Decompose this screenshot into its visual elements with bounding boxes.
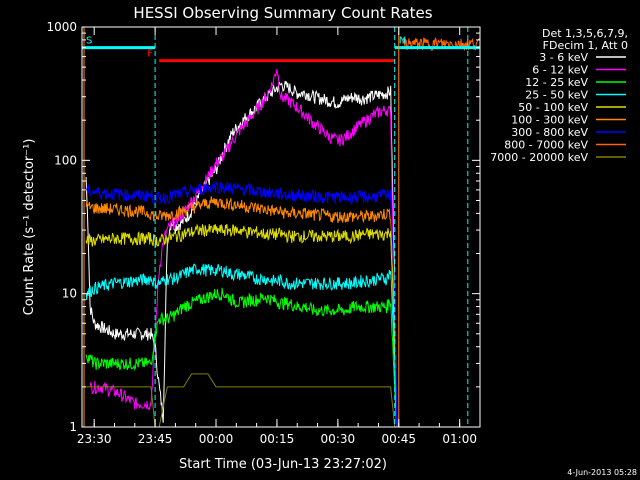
series-line-6	[86, 180, 398, 427]
state-bar-label-1: N	[399, 36, 406, 47]
y-tick-label-0: 1	[69, 420, 77, 434]
series-line-3	[85, 263, 398, 426]
markers-layer: S N F	[82, 27, 480, 427]
x-tick-label-4: 00:30	[321, 432, 356, 446]
legend-entry-label-3: 25 - 50 keV	[525, 89, 588, 102]
series-line-8	[86, 373, 396, 427]
legend-entry-label-5: 100 - 300 keV	[511, 114, 588, 127]
x-tick-label-2: 00:00	[199, 432, 234, 446]
chart-title: HESSI Observing Summary Count Rates	[133, 4, 432, 22]
legend-entry-label-8: 7000 - 20000 keV	[490, 151, 588, 164]
y-tick-label-2: 100	[54, 153, 77, 167]
y-axis-label: Count Rate (s⁻¹ detector⁻¹)	[22, 139, 37, 316]
series-line-2	[85, 287, 398, 427]
legend-header-line-2: FDecim 1, Att 0	[543, 39, 628, 52]
x-tick-label-0: 23:30	[77, 432, 112, 446]
series-line-5	[85, 196, 398, 427]
legend-entry-label-1: 6 - 12 keV	[532, 64, 588, 77]
legend: Det 1,3,5,6,7,9, FDecim 1, Att 0 3 - 6 k…	[490, 27, 628, 164]
state-bar-label-2: F	[147, 49, 153, 60]
series-line-4	[85, 223, 398, 427]
y-tick-label-1: 10	[62, 287, 77, 301]
x-tick-label-6: 01:00	[442, 432, 477, 446]
series-layer	[85, 36, 480, 427]
x-tick-label-5: 00:45	[381, 432, 416, 446]
legend-entry-label-2: 12 - 25 keV	[525, 76, 588, 89]
legend-entry-label-0: 3 - 6 keV	[539, 51, 588, 64]
axes-layer: 23:30 23:45 00:00 00:15 00:30 00:45 01:00 1 10 10…	[46, 20, 481, 446]
x-axis-label: Start Time (03-Jun-13 23:27:02)	[179, 457, 387, 472]
series-line-7	[402, 36, 480, 52]
x-tick-label-3: 00:15	[260, 432, 295, 446]
series-line-1	[89, 68, 398, 427]
x-tick-label-1: 23:45	[138, 432, 173, 446]
legend-header-line-1: Det 1,3,5,6,7,9,	[542, 27, 628, 40]
legend-entry-label-6: 300 - 800 keV	[511, 126, 588, 139]
plot-frame	[81, 26, 481, 428]
legend-entry-label-7: 800 - 7000 keV	[504, 139, 588, 152]
legend-entry-label-4: 50 - 100 keV	[518, 101, 588, 114]
state-bar-label-0: S	[86, 36, 92, 47]
footer-date: 4-Jun-2013 05:28	[567, 468, 637, 477]
y-tick-label-3: 1000	[46, 20, 77, 34]
